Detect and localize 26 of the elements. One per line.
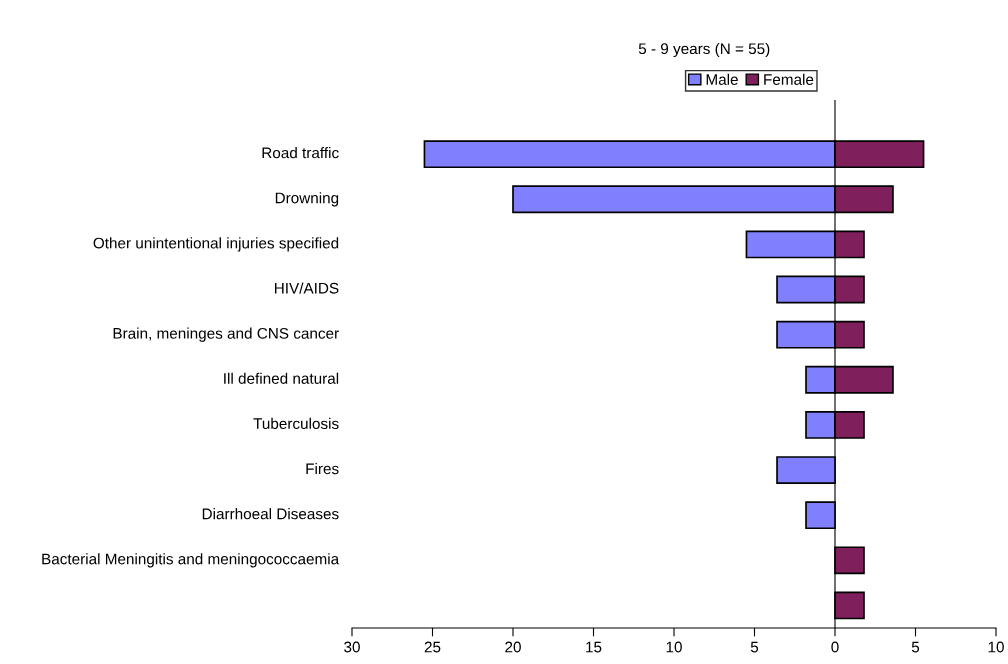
y-tick-label: Fires bbox=[306, 462, 339, 475]
bar bbox=[805, 501, 836, 530]
y-tick-label: Other unintentional injuries specified bbox=[93, 237, 339, 252]
x-tick-label: 10 bbox=[666, 641, 682, 653]
x-tick-label: 5 bbox=[750, 641, 759, 653]
bar bbox=[834, 546, 865, 575]
y-tick-label: Tuberculosis bbox=[253, 417, 339, 430]
y-tick-label: Drowning bbox=[275, 192, 339, 207]
x-tick-label: 30 bbox=[344, 641, 360, 653]
bar bbox=[776, 456, 836, 484]
y-tick-label: Ill defined natural bbox=[224, 372, 339, 384]
x-tick-label: 25 bbox=[424, 641, 441, 653]
x-tick-label: 10 bbox=[988, 641, 1004, 653]
x-tick-label: 20 bbox=[505, 641, 521, 653]
x-tick-label: 5 bbox=[911, 641, 920, 653]
y-tick-label: Diarrhoeal Diseases bbox=[202, 508, 339, 520]
y-tick-label: Brain, meninges and CNS cancer bbox=[113, 327, 339, 342]
legend-label: Female bbox=[764, 73, 814, 85]
x-tick-label: 0 bbox=[831, 641, 839, 653]
y-tick-label: HIV/AIDS bbox=[275, 282, 339, 294]
x-tick-label: 15 bbox=[586, 641, 602, 653]
chart-title: 5 - 9 years (N = 55) bbox=[638, 42, 770, 58]
legend-label: Male bbox=[706, 73, 738, 85]
bar bbox=[834, 591, 865, 620]
y-tick-label: Bacterial Meningitis and meningococcaemia bbox=[42, 553, 340, 568]
y-tick-label: Road traffic bbox=[262, 147, 339, 159]
